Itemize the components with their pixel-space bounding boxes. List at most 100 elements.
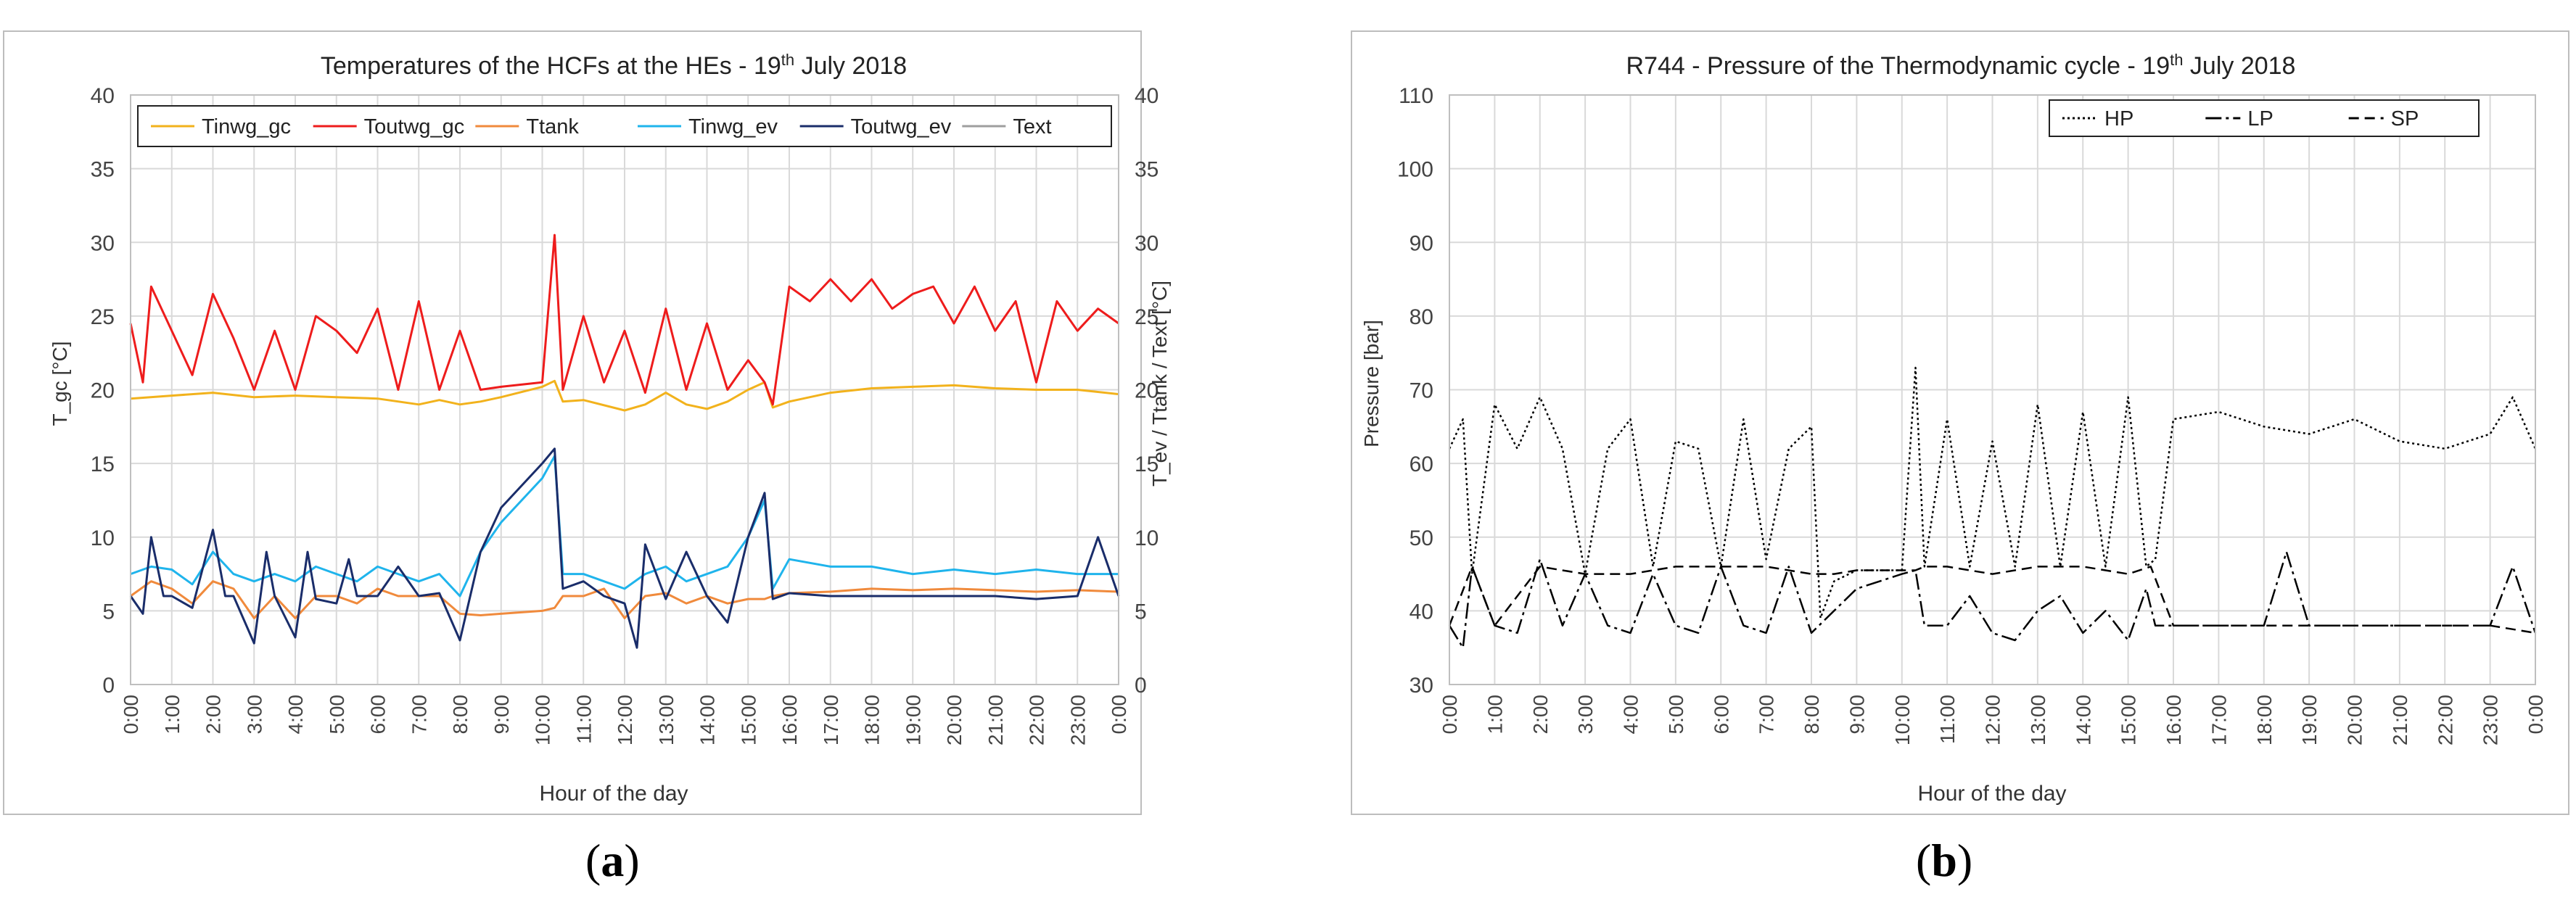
b-series-line-sp bbox=[1448, 566, 2536, 634]
a-xtick-label: 23:00 bbox=[1066, 695, 1089, 745]
a-xtick-label: 13:00 bbox=[655, 695, 678, 745]
b-xtick-label: 7:00 bbox=[1756, 695, 1778, 735]
a-xtick-label: 0:00 bbox=[120, 695, 142, 735]
a-series-line-tinwg-gc bbox=[130, 379, 1119, 412]
b-xtick-label: 19:00 bbox=[2298, 695, 2321, 745]
panel-label-b-letter: b bbox=[1931, 835, 1957, 886]
a-ytick-label: 10 bbox=[91, 526, 115, 550]
a-xtick-label: 21:00 bbox=[984, 695, 1007, 745]
a-xtick-label: 14:00 bbox=[696, 695, 719, 745]
panel-label-a-open: ( bbox=[585, 835, 601, 886]
a-xtick-label: 11:00 bbox=[572, 695, 595, 744]
a-ytick-label: 15 bbox=[91, 452, 115, 476]
a-y2tick-label: 25 bbox=[1135, 305, 1159, 329]
b-xtick-label: 17:00 bbox=[2207, 695, 2230, 745]
chart-a-title-main: Temperatures of the HCFs at the HEs - 19 bbox=[321, 52, 781, 80]
b-xtick-label: 3:00 bbox=[1574, 695, 1597, 735]
b-ytick-label: 110 bbox=[1399, 84, 1433, 108]
b-xtick-label: 15:00 bbox=[2118, 695, 2140, 745]
a-y2tick-label: 30 bbox=[1135, 231, 1159, 255]
a-xtick-label: 2:00 bbox=[202, 695, 225, 735]
b-xtick-label: 6:00 bbox=[1710, 695, 1732, 735]
b-xtick-label: 18:00 bbox=[2253, 695, 2276, 745]
b-xtick-label: 22:00 bbox=[2434, 695, 2456, 745]
a-y2tick-label: 40 bbox=[1135, 84, 1159, 108]
a-xtick-label: 18:00 bbox=[861, 695, 884, 745]
b-ytick-label: 70 bbox=[1410, 379, 1433, 403]
chart-a-legend: Tinwg_gc Toutwg_gc Ttank Tinwg_ev Toutwg_ev T… bbox=[137, 105, 1112, 147]
chart-b-series-group bbox=[1448, 366, 2537, 649]
chart-b-gridlines bbox=[1449, 94, 2536, 685]
a-y2tick-label: 35 bbox=[1135, 158, 1159, 182]
chart-b-title-tail: July 2018 bbox=[2183, 52, 2295, 80]
b-xtick-label: 14:00 bbox=[2072, 695, 2094, 745]
chart-a-title: Temperatures of the HCFs at the HEs - 19… bbox=[321, 51, 907, 80]
a-xtick-label: 6:00 bbox=[367, 695, 390, 735]
a-series-line-ttank bbox=[130, 580, 1119, 619]
a-plot-area bbox=[130, 94, 1119, 685]
a-legend-label: Toutwg_gc bbox=[364, 115, 465, 138]
chart-a-title-tail: July 2018 bbox=[794, 52, 907, 80]
a-xtick-label: 4:00 bbox=[284, 695, 307, 735]
panel-label-a-close: ) bbox=[624, 835, 640, 886]
b-ytick-label: 80 bbox=[1410, 305, 1433, 329]
a-legend-label: Text bbox=[1013, 115, 1051, 138]
a-ytick-label: 0 bbox=[102, 674, 115, 698]
b-xtick-label: 1:00 bbox=[1484, 695, 1506, 735]
a-y2tick-label: 10 bbox=[1135, 526, 1159, 550]
a-ytick-label: 35 bbox=[91, 158, 115, 182]
a-xtick-label: 7:00 bbox=[408, 695, 430, 735]
chart-a-y2label: T_ev / Ttank / Text [°C] bbox=[1148, 281, 1171, 487]
a-y2tick-label: 20 bbox=[1135, 379, 1159, 403]
b-xtick-label: 21:00 bbox=[2389, 695, 2411, 745]
b-xtick-label: 8:00 bbox=[1801, 695, 1823, 735]
panel-label-a: (a) bbox=[585, 834, 640, 888]
b-ytick-label: 50 bbox=[1410, 526, 1433, 550]
b-ytick-label: 40 bbox=[1410, 600, 1433, 624]
b-xtick-label: 0:00 bbox=[1439, 695, 1461, 735]
b-xtick-label: 4:00 bbox=[1620, 695, 1642, 735]
chart-b-xlabel: Hour of the day bbox=[1917, 782, 2066, 806]
a-xtick-label: 12:00 bbox=[614, 695, 636, 745]
a-ytick-label: 20 bbox=[91, 379, 115, 403]
a-xtick-label: 8:00 bbox=[449, 695, 472, 735]
a-xtick-label: 16:00 bbox=[778, 695, 801, 745]
b-ytick-label: 60 bbox=[1410, 452, 1433, 476]
b-legend-box bbox=[2049, 99, 2480, 137]
a-ytick-label: 40 bbox=[91, 84, 115, 108]
a-ytick-label: 5 bbox=[102, 600, 115, 624]
panel-label-b-close: ) bbox=[1956, 835, 1973, 886]
a-xtick-label: 9:00 bbox=[490, 695, 513, 735]
a-xtick-label: 22:00 bbox=[1026, 695, 1048, 745]
b-xtick-label: 0:00 bbox=[2524, 695, 2547, 735]
b-ytick-label: 100 bbox=[1397, 158, 1433, 182]
a-xtick-label: 3:00 bbox=[243, 695, 266, 735]
chart-a-xlabel: Hour of the day bbox=[539, 782, 688, 806]
b-xtick-label: 20:00 bbox=[2344, 695, 2366, 745]
a-legend-label: Toutwg_ev bbox=[851, 115, 952, 138]
b-ytick-label: 90 bbox=[1410, 231, 1433, 255]
a-xtick-label: 1:00 bbox=[161, 695, 184, 735]
a-xtick-label: 0:00 bbox=[1108, 695, 1130, 735]
a-y2tick-label: 5 bbox=[1135, 600, 1147, 624]
b-xtick-label: 10:00 bbox=[1891, 695, 1914, 745]
b-xtick-label: 9:00 bbox=[1845, 695, 1868, 735]
panel-label-b-open: ( bbox=[1916, 835, 1932, 886]
chart-a-series-group bbox=[129, 233, 1120, 649]
a-series-line-toutwg-gc bbox=[129, 233, 1119, 406]
b-xtick-label: 16:00 bbox=[2163, 695, 2185, 745]
b-legend-label: HP bbox=[2104, 107, 2133, 131]
b-xtick-label: 5:00 bbox=[1665, 695, 1687, 735]
a-xtick-label: 5:00 bbox=[326, 695, 348, 735]
a-ytick-label: 30 bbox=[91, 231, 115, 255]
b-xtick-label: 23:00 bbox=[2480, 695, 2502, 745]
a-series-line-toutwg-ev bbox=[129, 447, 1120, 649]
chart-b-ylabel: Pressure [bar] bbox=[1360, 320, 1383, 447]
a-legend-label: Ttank bbox=[526, 115, 579, 138]
b-legend-label: SP bbox=[2391, 107, 2419, 131]
a-xtick-label: 10:00 bbox=[532, 695, 554, 745]
a-xtick-label: 20:00 bbox=[943, 695, 966, 745]
a-legend-box bbox=[137, 105, 1112, 147]
